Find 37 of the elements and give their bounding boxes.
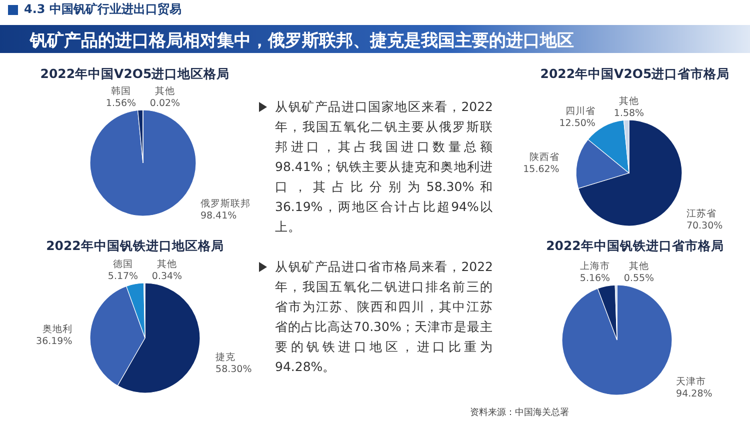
data-label: 12.50% [559, 118, 596, 129]
slice-label: 其他 [619, 95, 639, 107]
data-label: 98.41% [200, 210, 237, 222]
slice-label: 其他 [155, 85, 175, 97]
slice-label: 其他 [157, 258, 177, 270]
data-label: 5.17% [108, 271, 138, 282]
data-label: 0.34% [152, 271, 182, 282]
data-label: 5.16% [580, 273, 610, 284]
chart-title: 2022年中国V2O5进口省市格局 [540, 66, 730, 81]
slice-label: 韩国 [111, 85, 131, 97]
text: 钒矿产品的进口格局相对集中，俄罗斯联邦、捷克是我国主要的进口地区 [30, 30, 574, 52]
chart-title: 2022年中国钒铁进口地区格局 [46, 238, 224, 253]
slice-label: 奥地利 [42, 322, 72, 335]
text: 从钒矿产品进口国家地区来看，2022年，我国五氧化二钒主要从俄罗斯联邦进口，其占我国进口数量总额98.41%；钒铁主要从捷克和奥地利进口，其占比分别为58.30%和36.19%，两地区合计占比超94%以上。 [275, 98, 493, 236]
text: 资料来源：中国海关总署 [470, 406, 569, 419]
data-label: 15.62% [523, 164, 560, 175]
text: 从钒矿产品进口省市格局来看，2022年，我国五氧化二钒进口排名前三的省市为江苏、陕西和四川，其中江苏省的占比高达70.30%；天津市是最主要的钒铁进口地区，进口比重为94.28%。 [275, 258, 493, 376]
chart-title: 2022年中国V2O5进口地区格局 [40, 66, 230, 81]
data-label: 94.28% [676, 388, 712, 400]
data-label: 36.19% [36, 336, 72, 347]
data-label: 0.55% [624, 273, 654, 284]
data-label: 1.56% [106, 98, 136, 109]
slice-label: 其他 [629, 260, 649, 272]
slice-label: 江苏省 [686, 207, 716, 220]
chart-title: 2022年中国钒铁进口省市格局 [546, 238, 724, 253]
slice-label: 德国 [113, 259, 133, 270]
data-label: 70.30% [686, 220, 723, 232]
slice-label: 四川省 [565, 104, 596, 117]
text: 4.3 中国钒矿行业进出口贸易 [24, 1, 182, 18]
slice-label: 陕西省 [529, 150, 560, 163]
data-label: 58.30% [216, 364, 252, 375]
slice-label: 俄罗斯联邦 [200, 197, 250, 210]
data-label: 0.02% [150, 98, 180, 109]
slice-label: 上海市 [580, 260, 610, 272]
slice-label: 捷克 [216, 350, 236, 363]
slice-label: 天津市 [676, 376, 706, 388]
data-label: 1.58% [614, 108, 644, 119]
